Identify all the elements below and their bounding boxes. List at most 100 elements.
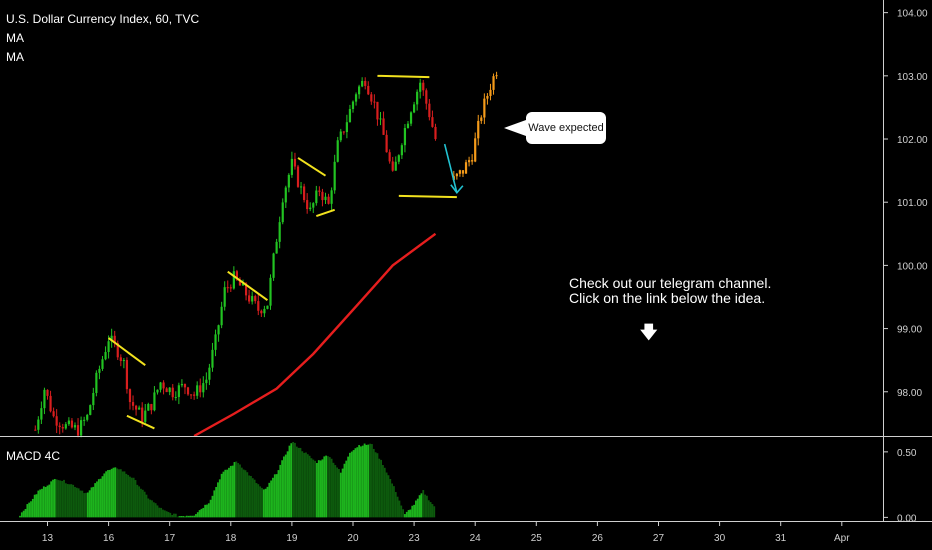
moving-average-line <box>193 232 437 438</box>
note-line-1: Check out our telegram channel. <box>569 275 772 291</box>
candle-body <box>202 383 205 393</box>
macd-bar <box>173 513 175 518</box>
candle-body <box>416 91 419 105</box>
macd-bar <box>413 504 415 518</box>
candle-body <box>281 202 284 223</box>
candle-body <box>208 367 211 380</box>
candle-body <box>480 117 483 121</box>
time-tick-label: 24 <box>470 533 482 544</box>
macd-bar <box>299 447 302 518</box>
candle-body <box>134 405 138 410</box>
candle-body <box>101 359 104 369</box>
candle-body <box>333 161 336 191</box>
macd-bar <box>327 456 329 518</box>
candle-body <box>128 389 132 403</box>
macd-bar <box>187 515 190 518</box>
candle-body <box>251 296 254 302</box>
price-tick-label: 102.00 <box>897 135 928 146</box>
macd-bar <box>284 454 287 518</box>
macd-bar <box>215 486 218 518</box>
macd-bar <box>55 479 58 518</box>
macd-bar <box>42 486 45 518</box>
candle-body <box>382 118 385 135</box>
ma-indicator-2[interactable]: MA <box>6 50 24 64</box>
candle-body <box>342 131 345 133</box>
candle-body <box>330 190 333 204</box>
time-tick-label: 18 <box>225 533 237 544</box>
candle-body <box>119 357 122 361</box>
macd-bar <box>143 491 146 518</box>
candle-body <box>351 101 355 109</box>
macd-bar <box>53 478 56 518</box>
candle-body <box>425 90 428 104</box>
macd-bar <box>229 465 232 518</box>
macd-bar <box>321 459 324 518</box>
macd-bar <box>283 456 285 518</box>
macd-bar <box>189 515 192 518</box>
candle-body <box>403 128 407 146</box>
candle-body <box>199 385 202 393</box>
macd-label[interactable]: MACD 4C <box>6 449 61 463</box>
macd-bar <box>286 451 289 518</box>
candle-body <box>345 122 348 133</box>
macd-bar <box>303 452 306 518</box>
macd-bar <box>281 460 284 518</box>
candle-body <box>272 253 275 278</box>
macd-bar <box>349 452 351 518</box>
ma-indicator-1[interactable]: MA <box>6 31 24 45</box>
macd-bar <box>374 452 377 518</box>
macd-bar <box>75 487 78 518</box>
time-tick-label: 13 <box>42 533 54 544</box>
macd-tick-label: 0.50 <box>897 448 917 459</box>
price-tick-label: 99.00 <box>897 325 922 336</box>
candle-body <box>34 429 37 431</box>
macd-bar <box>393 486 395 518</box>
macd-bar <box>28 502 31 518</box>
candle-body <box>76 425 80 436</box>
macd-bar <box>35 494 38 518</box>
macd-bar <box>136 484 139 518</box>
candle-body <box>52 411 55 417</box>
macd-bar <box>332 462 335 518</box>
macd-bar <box>268 482 271 518</box>
macd-bar <box>294 442 296 518</box>
macd-bar <box>251 478 254 518</box>
macd-bar <box>39 489 42 518</box>
candle-body <box>196 385 199 396</box>
macd-bar <box>242 469 245 518</box>
macd-bar <box>198 510 201 518</box>
macd-bar <box>387 475 390 518</box>
macd-bar <box>127 475 130 518</box>
macd-bar <box>277 470 280 518</box>
note-line-2: Click on the link below the idea. <box>569 290 766 306</box>
macd-bar <box>416 498 419 518</box>
macd-bar <box>385 472 388 518</box>
macd-bar <box>110 468 113 518</box>
candle-body <box>153 392 156 411</box>
pattern-lines-layer <box>107 74 464 430</box>
macd-bar <box>156 505 159 518</box>
candle-body <box>336 140 339 162</box>
macd-bar <box>141 489 144 518</box>
macd-bar <box>325 455 328 518</box>
macd-bar <box>151 500 153 518</box>
pattern-line <box>107 337 146 367</box>
macd-bar <box>22 510 25 518</box>
macd-bar <box>52 479 54 518</box>
candle-body <box>159 382 162 390</box>
symbol-title[interactable]: U.S. Dollar Currency Index, 60, TVC <box>6 12 200 26</box>
candle-body <box>406 123 410 129</box>
moving-average-layer <box>193 232 437 438</box>
candle-body <box>241 283 245 286</box>
down-arrow-icon: 🡇 <box>640 323 658 342</box>
macd-bar <box>312 459 315 518</box>
pattern-line <box>398 194 457 199</box>
macd-bar <box>354 448 357 518</box>
macd-bar <box>64 483 67 518</box>
macd-bar <box>74 486 76 518</box>
macd-bar <box>358 445 361 518</box>
candle-body <box>474 138 477 162</box>
macd-bar <box>48 484 51 518</box>
macd-tick-label: 0.00 <box>897 513 917 524</box>
